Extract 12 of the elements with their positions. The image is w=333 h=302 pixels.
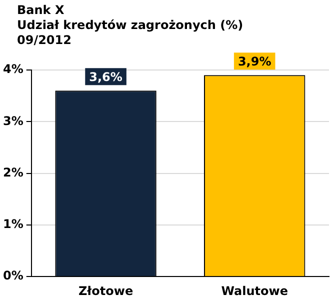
chart-title: Bank X [17,3,66,18]
x-tick-label: Walutowe [221,284,288,298]
y-tick-label: 2% [3,165,24,180]
text: 09/2012 [17,33,72,48]
y-tick-label: 0% [3,268,24,283]
y-tick-label: 1% [3,217,24,232]
data-label: 3,6% [89,70,122,84]
y-tick-label: 4% [3,62,24,76]
x-tick-label: Złotowe [78,284,134,298]
y-tick-label: 3% [3,114,24,128]
data-label: 3,9% [238,54,272,68]
chart-subtitle: Udział kredytów zagrożonych (%) [17,18,244,33]
